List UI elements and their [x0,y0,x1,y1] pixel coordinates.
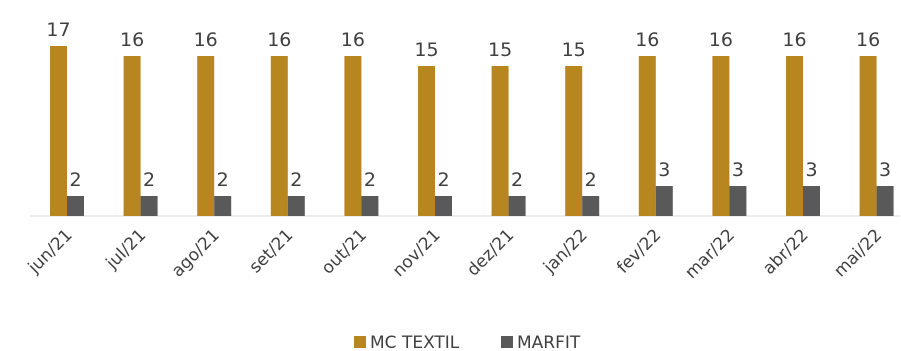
legend-label-marfit: MARFIT [517,333,581,351]
data-label-mc-textil-fev-22: 16 [635,29,659,51]
data-label-mc-textil-ago-21: 16 [194,29,218,51]
data-label-mc-textil-nov-21: 15 [414,39,438,61]
data-label-marfit-out-21: 2 [364,169,376,191]
data-label-marfit-jul-21: 2 [143,169,155,191]
bar-mc-textil-abr-22 [786,56,803,216]
bar-mc-textil-dez-21 [491,66,509,216]
data-label-mc-textil-jan-22: 15 [562,39,586,61]
legend-swatch-marfit [501,336,513,348]
bar-mc-textil-jul-21 [123,56,141,216]
x-tick-label-abr-22: abr/22 [759,225,812,278]
bar-marfit-dez-21 [508,196,526,216]
data-label-marfit-fev-22: 3 [658,159,670,181]
bar-mc-textil-set-21 [270,56,288,216]
bar-marfit-jan-22 [582,196,600,216]
x-tick-label-jan-22: jan/22 [539,225,592,278]
data-label-mc-textil-mai-22: 16 [856,29,880,51]
data-label-mc-textil-dez-21: 15 [488,39,512,61]
bar-marfit-ago-21 [214,196,232,216]
data-label-marfit-nov-21: 2 [437,169,449,191]
bar-mc-textil-fev-22 [638,56,656,216]
x-tick-label-fev-22: fev/22 [613,225,665,277]
data-label-marfit-jan-22: 2 [585,169,597,191]
x-tick-label-set-21: set/21 [245,225,297,277]
legend-label-mc-textil: MC TEXTIL [370,333,460,351]
bars-group [50,46,894,216]
x-tick-labels-group: jun/21 jul/21 ago/21 set/21 out/21 nov/21 dez/… [24,225,886,283]
bar-mc-textil-ago-21 [197,56,215,216]
data-label-marfit-dez-21: 2 [511,169,523,191]
data-label-mc-textil-abr-22: 16 [782,29,806,51]
x-tick-label-jul-21: jul/21 [102,225,151,274]
bar-mc-textil-jun-21 [50,46,67,216]
bar-marfit-abr-22 [803,186,820,216]
bar-mc-textil-mai-22 [859,56,877,216]
bar-marfit-mar-22 [729,186,747,216]
data-label-mc-textil-out-21: 16 [341,29,365,51]
bar-marfit-jun-21 [67,196,84,216]
bar-marfit-fev-22 [655,186,673,216]
bar-mc-textil-mar-22 [712,56,730,216]
data-label-mc-textil-jul-21: 16 [120,29,144,51]
data-label-marfit-ago-21: 2 [217,169,229,191]
data-label-mc-textil-mar-22: 16 [709,29,733,51]
bar-mc-textil-nov-21 [418,66,435,216]
data-label-marfit-jun-21: 2 [69,169,81,191]
x-tick-label-out-21: out/21 [318,225,371,278]
legend-swatch-mc-textil [354,336,366,348]
data-label-mc-textil-set-21: 16 [267,29,291,51]
x-tick-label-jun-21: jun/21 [24,225,77,278]
bar-marfit-set-21 [287,196,305,216]
x-tick-label-dez-21: dez/21 [463,225,518,280]
bar-mc-textil-out-21 [344,56,362,216]
bar-marfit-mai-22 [876,186,894,216]
bar-marfit-nov-21 [435,196,452,216]
data-label-marfit-abr-22: 3 [805,159,817,181]
bar-marfit-out-21 [361,196,379,216]
data-label-marfit-mai-22: 3 [879,159,891,181]
data-label-marfit-set-21: 2 [290,169,302,191]
bar-marfit-jul-21 [140,196,158,216]
x-tick-label-nov-21: nov/21 [389,225,445,281]
x-tick-label-mai-22: mai/22 [830,225,886,281]
legend: MC TEXTIL MARFIT [354,333,581,351]
x-tick-label-ago-21: ago/21 [168,225,224,281]
data-label-marfit-mar-22: 3 [732,159,744,181]
data-labels-group: 17 2 16 2 16 2 16 2 16 2 15 2 15 2 15 2 16 3 16 3 16 3 16 3 [46,19,891,191]
data-label-mc-textil-jun-21: 17 [46,19,70,41]
x-tick-label-mar-22: mar/22 [681,225,739,283]
bar-mc-textil-jan-22 [565,66,583,216]
